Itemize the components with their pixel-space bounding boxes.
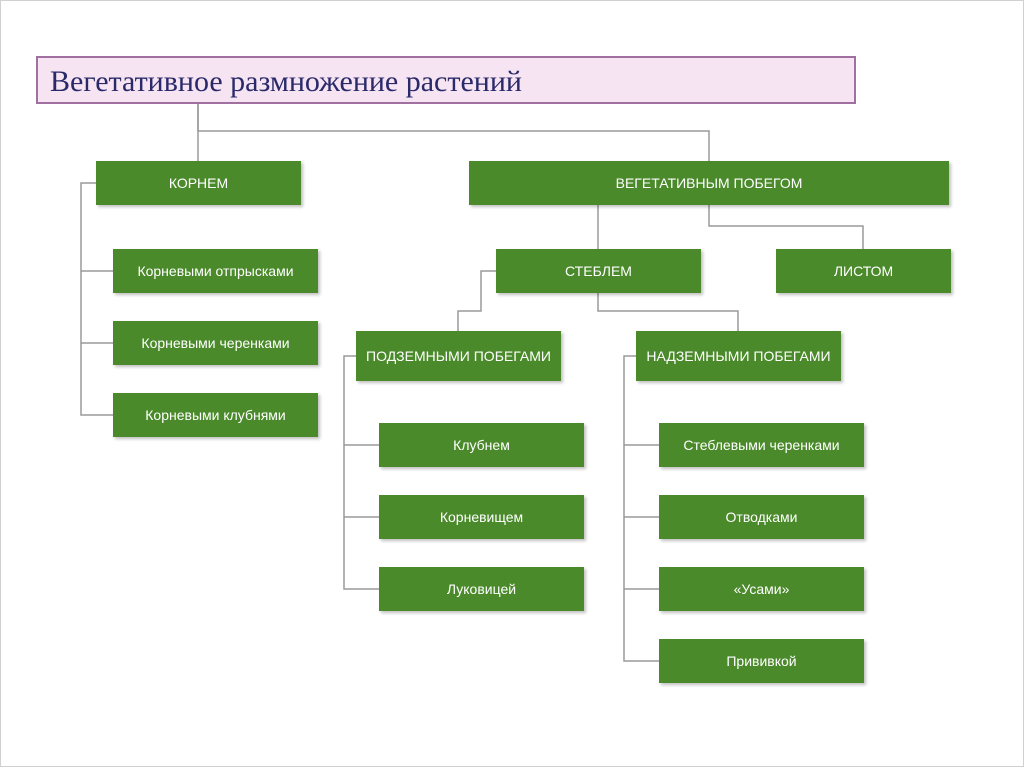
tree-node-label: ПОДЗЕМНЫМИ ПОБЕГАМИ (366, 348, 551, 364)
tree-node-label: Корневищем (440, 509, 523, 525)
tree-node-label: Стеблевыми черенками (683, 437, 839, 453)
tree-node-nadzemnymi: НАДЗЕМНЫМИ ПОБЕГАМИ (636, 331, 841, 381)
connector-line (709, 205, 863, 249)
tree-node-listom: ЛИСТОМ (776, 249, 951, 293)
tree-node-label: Корневыми клубнями (145, 407, 285, 423)
connector-line (344, 517, 379, 589)
tree-node-label: СТЕБЛЕМ (565, 263, 632, 279)
tree-node-kornevishchem: Корневищем (379, 495, 584, 539)
tree-node-label: НАДЗЕМНЫМИ ПОБЕГАМИ (646, 348, 830, 364)
tree-node-kornevymi-otpryskami: Корневыми отпрысками (113, 249, 318, 293)
tree-node-label: Корневыми черенками (141, 335, 289, 351)
connector-line (624, 445, 659, 517)
tree-node-kornevymi-cherenkami: Корневыми черенками (113, 321, 318, 365)
tree-node-klubnem: Клубнем (379, 423, 584, 467)
tree-node-steblem: СТЕБЛЕМ (496, 249, 701, 293)
connector-line (81, 271, 113, 343)
tree-node-kornevymi-klubnyami: Корневыми клубнями (113, 393, 318, 437)
diagram-title: Вегетативное размножение растений (36, 56, 856, 104)
tree-node-label: «Усами» (734, 581, 790, 597)
tree-node-lukovicey: Луковицей (379, 567, 584, 611)
tree-node-label: Отводками (726, 509, 798, 525)
tree-node-label: Прививкой (726, 653, 796, 669)
connector-line (81, 343, 113, 415)
tree-node-label: КОРНЕМ (169, 175, 228, 191)
tree-node-label: Луковицей (447, 581, 516, 597)
connector-line (198, 104, 709, 161)
tree-node-veg-pobegom: ВЕГЕТАТИВНЫМ ПОБЕГОМ (469, 161, 949, 205)
tree-node-usami: «Усами» (659, 567, 864, 611)
tree-node-label: Корневыми отпрысками (137, 263, 293, 279)
tree-node-podzemnymi: ПОДЗЕМНЫМИ ПОБЕГАМИ (356, 331, 561, 381)
tree-node-steblevymi-cherenkami: Стеблевыми черенками (659, 423, 864, 467)
tree-node-label: Клубнем (453, 437, 510, 453)
connector-line (624, 589, 659, 661)
tree-node-otvodkami: Отводками (659, 495, 864, 539)
tree-node-root-kornem: КОРНЕМ (96, 161, 301, 205)
connector-line (624, 517, 659, 589)
tree-node-privivkoy: Прививкой (659, 639, 864, 683)
connector-line (344, 445, 379, 517)
tree-node-label: ЛИСТОМ (834, 263, 893, 279)
connector-line (458, 271, 496, 331)
tree-node-label: ВЕГЕТАТИВНЫМ ПОБЕГОМ (616, 175, 803, 191)
connector-line (598, 293, 738, 331)
connector-layer (1, 1, 1024, 768)
